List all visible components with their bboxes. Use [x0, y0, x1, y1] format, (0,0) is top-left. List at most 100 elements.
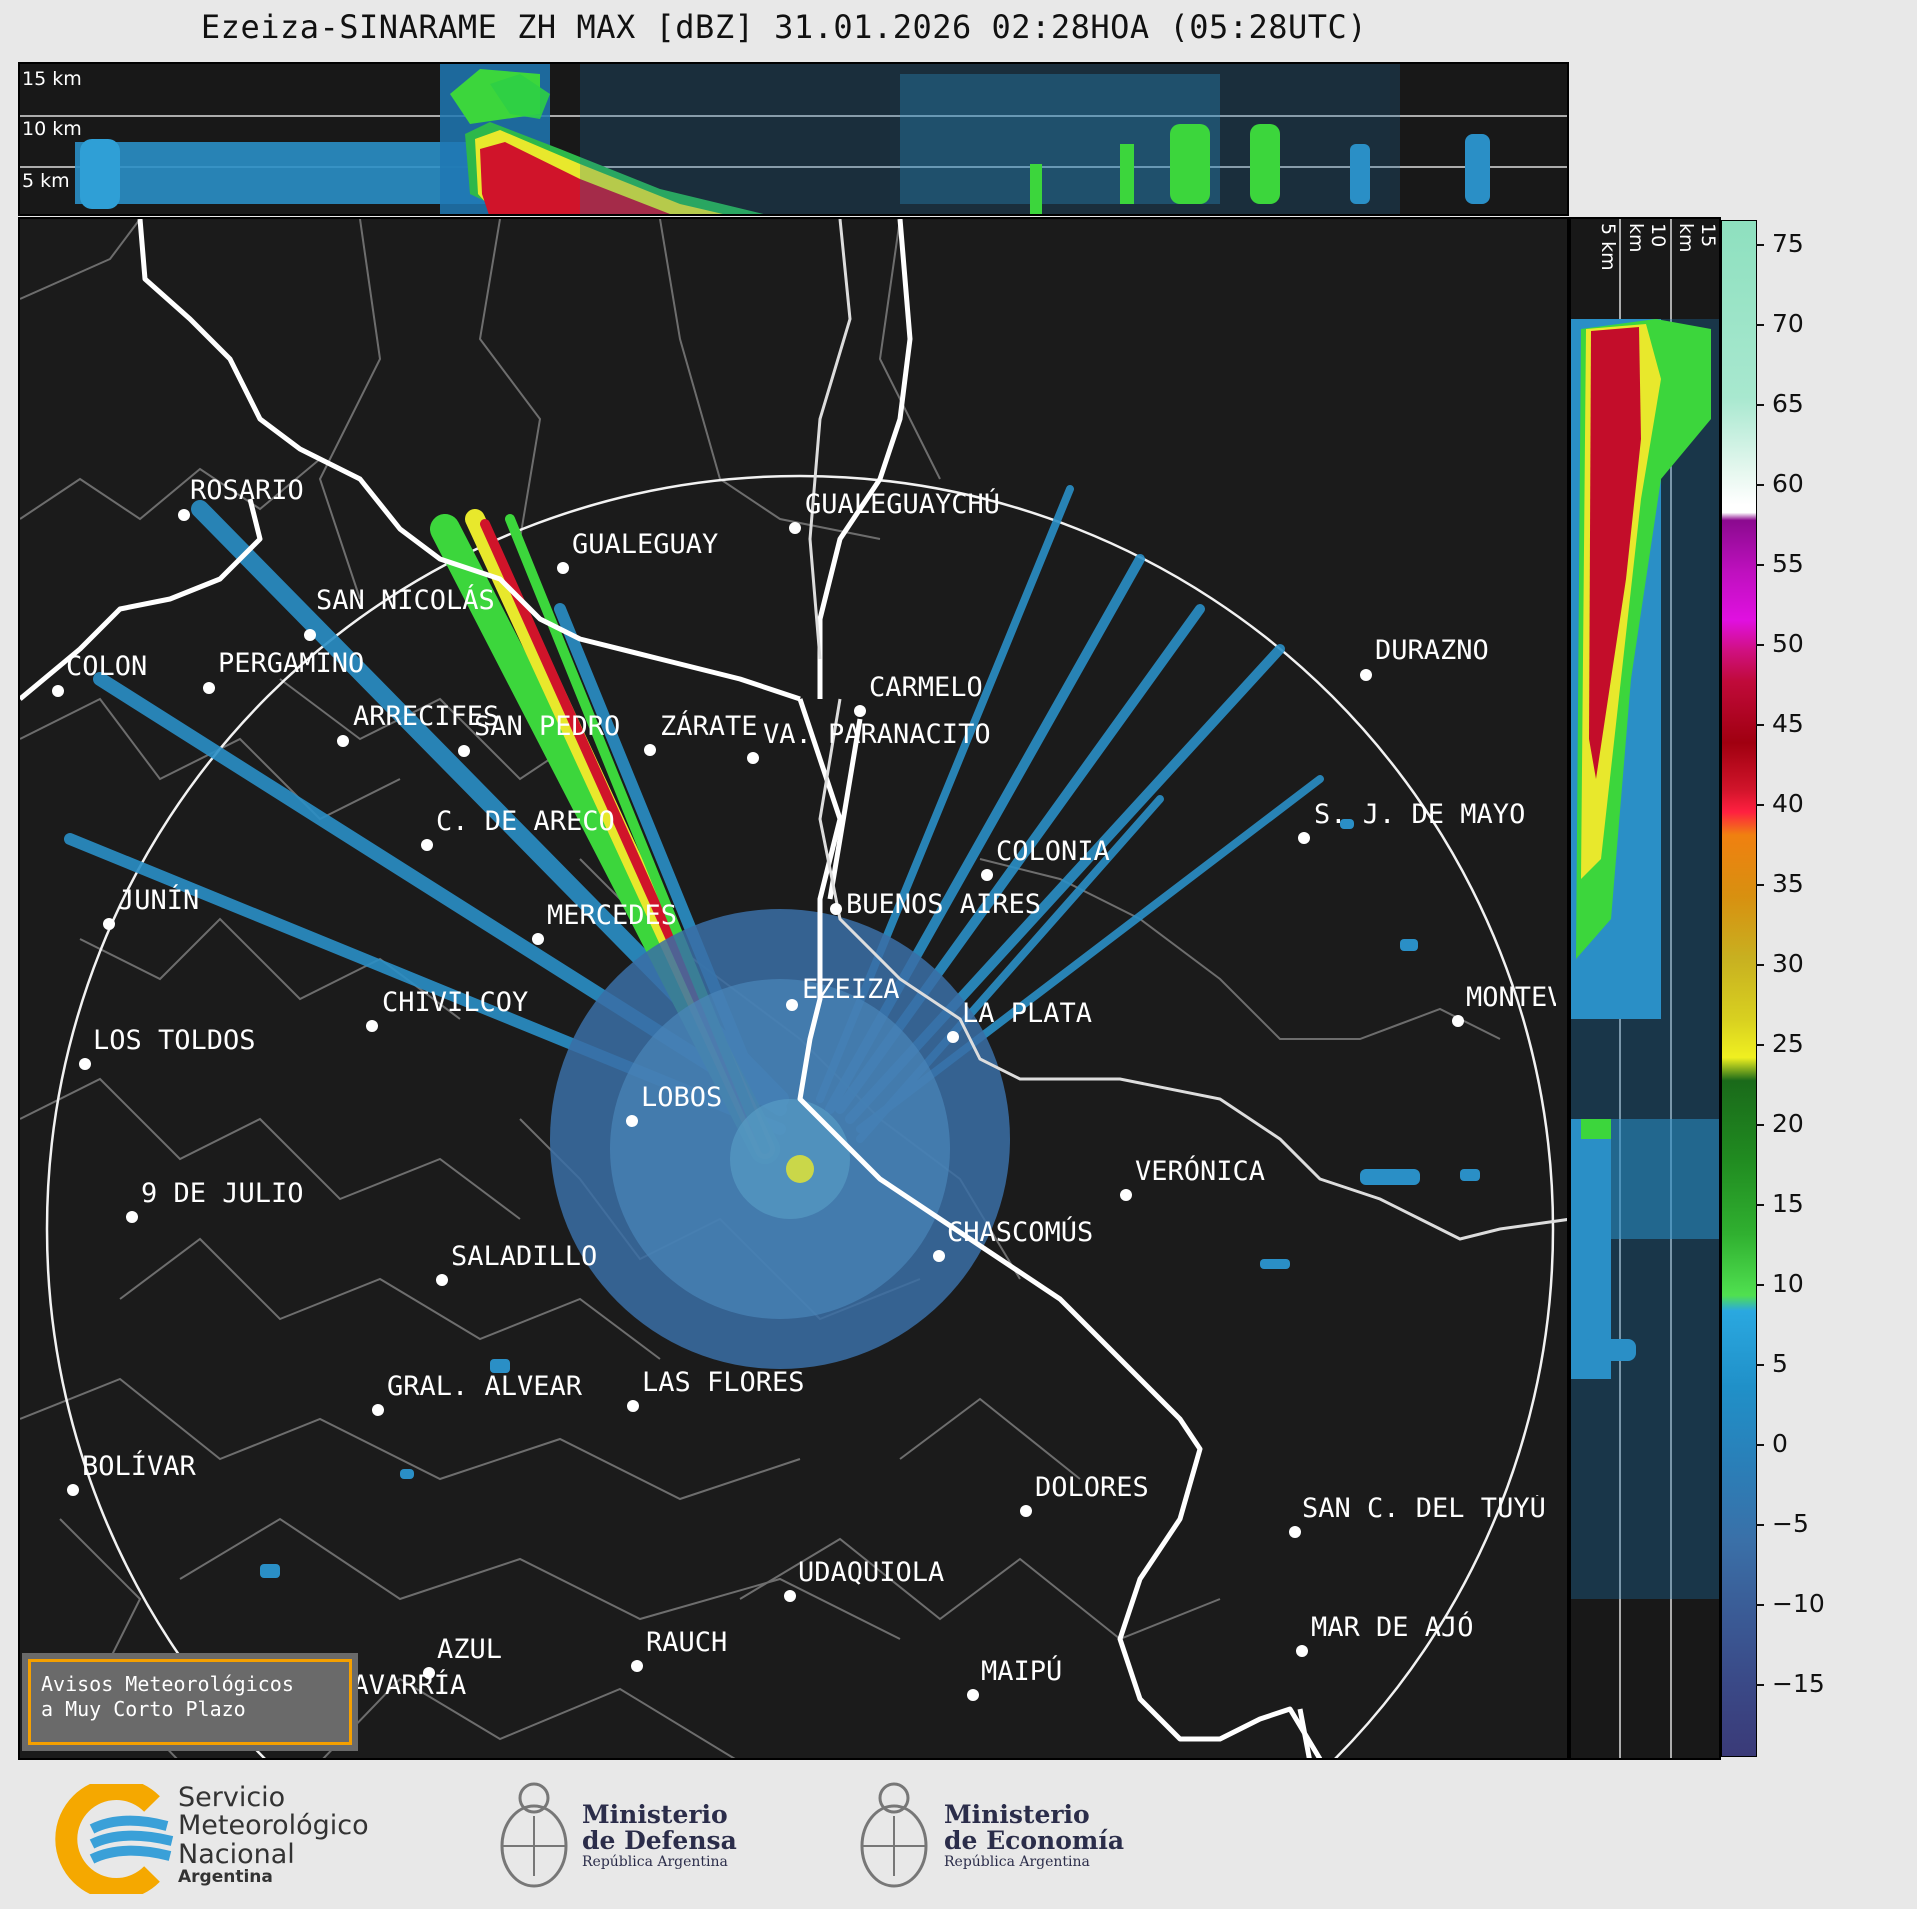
city-dot-saladillo	[436, 1274, 448, 1286]
city-label-c-de-areco: C. DE ARECO	[436, 806, 615, 837]
colorbar-tick-minus10: −10	[1756, 1591, 1825, 1616]
city-label-los-toldos: LOS TOLDOS	[93, 1025, 256, 1056]
top-height-profile: 15 km 10 km 5 km	[18, 62, 1569, 216]
side-height-5km: 5 km	[1597, 223, 1619, 271]
smn-logo-text: Servicio Meteorológico Nacional Argentin…	[178, 1782, 369, 1888]
radar-map[interactable]: ROSARIO GUALEGUAYCHÚ GUALEGUAY SAN NICOL…	[18, 217, 1569, 1760]
city-dot-arrecifes	[337, 735, 349, 747]
city-label-gral-alvear: GRAL. ALVEAR	[387, 1371, 583, 1402]
colorbar-tick-50: 50	[1756, 631, 1804, 656]
colorbar-tick-25: 25	[1756, 1031, 1804, 1056]
city-label-colon: COLON	[66, 651, 148, 682]
city-label-san-pedro: SAN PEDRO	[474, 711, 621, 742]
city-dot-c-de-areco	[421, 839, 433, 851]
city-label-chascomus: CHASCOMÚS	[947, 1217, 1094, 1248]
city-label-san-nicolas: SAN NICOLÁS	[316, 585, 495, 616]
footer-logos: Servicio Meteorológico Nacional Argentin…	[0, 1760, 1917, 1909]
city-dot-carmelo	[854, 705, 866, 717]
colorbar-tick-75: 75	[1756, 231, 1804, 256]
city-dot-rosario	[178, 509, 190, 521]
defensa-coat-of-arms-icon	[500, 1782, 568, 1888]
avisos-box: Avisos Meteorológicos a Muy Corto Plazo	[22, 1653, 358, 1751]
city-label-la-plata: LA PLATA	[962, 998, 1093, 1029]
city-dot-las-flores	[627, 1400, 639, 1412]
colorbar-tick-30: 30	[1756, 951, 1804, 976]
city-dot-colonia	[981, 869, 993, 881]
city-label-buenos-aires: BUENOS AIRES	[846, 889, 1042, 920]
side-height-10km: 10 km	[1625, 223, 1669, 253]
colorbar-tick-65: 65	[1756, 391, 1804, 416]
top-height-10km: 10 km	[22, 118, 82, 140]
city-label-pergamino: PERGAMINO	[218, 648, 365, 679]
economia-logo-text: Ministerio de Economía República Argenti…	[944, 1800, 1125, 1870]
radar-map-graphic	[20, 219, 1567, 1758]
city-dot-durazno	[1360, 669, 1372, 681]
city-label-chivilcoy: CHIVILCOY	[382, 987, 529, 1018]
city-dot-pergamino	[203, 682, 215, 694]
city-dot-chascomus	[933, 1250, 945, 1262]
colorbar-tick-20: 20	[1756, 1111, 1804, 1136]
city-label-zarate: ZÁRATE	[660, 711, 758, 742]
colorbar-tick-15: 15	[1756, 1191, 1804, 1216]
city-dot-bolivar	[67, 1484, 79, 1496]
city-label-va-paranacito: VA. PARANACITO	[763, 719, 991, 750]
avisos-line-1: Avisos Meteorológicos	[41, 1672, 294, 1696]
dbz-colorbar	[1721, 220, 1757, 1757]
city-dot-dolores	[1020, 1505, 1032, 1517]
city-dot-chivilcoy	[366, 1020, 378, 1032]
city-dot-san-pedro	[458, 745, 470, 757]
colorbar-tick-0: 0	[1756, 1431, 1788, 1456]
colorbar-tick-60: 60	[1756, 471, 1804, 496]
city-label-saladillo: SALADILLO	[451, 1241, 598, 1272]
city-dot-gualeguay	[557, 562, 569, 574]
city-dot-zarate	[644, 744, 656, 756]
city-dot-montevideo	[1452, 1015, 1464, 1027]
city-dot-colon	[52, 685, 64, 697]
colorbar-tick-45: 45	[1756, 711, 1804, 736]
side-height-profile: 5 km 10 km 15 km	[1569, 217, 1721, 1760]
colorbar-tick-70: 70	[1756, 311, 1804, 336]
map-title: Ezeiza-SINARAME ZH MAX [dBZ] 31.01.2026 …	[200, 8, 1368, 46]
colorbar-tick-5: 5	[1756, 1351, 1788, 1376]
city-label-bolivar: BOLÍVAR	[82, 1451, 196, 1482]
city-dot-udaquiola	[784, 1590, 796, 1602]
city-dot-gral-alvear	[372, 1404, 384, 1416]
city-dot-s-j-de-mayo	[1298, 832, 1310, 844]
city-dot-9-de-julio	[126, 1211, 138, 1223]
city-dot-junin	[103, 918, 115, 930]
city-dot-san-c-del-tuyu	[1289, 1526, 1301, 1538]
city-label-las-flores: LAS FLORES	[642, 1367, 805, 1398]
city-dot-mercedes	[532, 933, 544, 945]
city-label-ezeiza: EZEIZA	[802, 974, 900, 1005]
side-profile-graphic	[1571, 219, 1719, 1758]
city-label-mercedes: MERCEDES	[547, 900, 678, 931]
city-label-maipu: MAIPÚ	[981, 1656, 1063, 1687]
city-label-s-j-de-mayo: S. J. DE MAYO	[1314, 799, 1526, 830]
city-label-veronica: VERÓNICA	[1135, 1156, 1266, 1187]
city-label-colonia: COLONIA	[996, 836, 1110, 867]
city-dot-mar-de-ajo	[1296, 1645, 1308, 1657]
city-dot-gualeguaychu	[789, 522, 801, 534]
city-label-azul: AZUL	[437, 1634, 503, 1665]
city-dot-va-paranacito	[747, 752, 759, 764]
city-label-rauch: RAUCH	[646, 1627, 728, 1658]
city-label-durazno: DURAZNO	[1375, 635, 1489, 666]
city-label-gualeguaychu: GUALEGUAYCHÚ	[805, 489, 1001, 520]
colorbar-tick-minus5: −5	[1756, 1511, 1809, 1536]
city-label-mar-de-ajo: MAR DE AJÓ	[1311, 1612, 1474, 1643]
smn-logo-icon	[55, 1784, 174, 1894]
city-label-san-c-del-tuyu: SAN C. DEL TUYÚ	[1302, 1495, 1546, 1522]
economia-coat-of-arms-icon	[860, 1782, 928, 1888]
top-height-15km: 15 km	[22, 68, 82, 90]
colorbar-tick-40: 40	[1756, 791, 1804, 816]
city-dot-azul	[423, 1667, 435, 1679]
city-label-junin: JUNÍN	[118, 885, 200, 916]
avisos-line-2: a Muy Corto Plazo	[41, 1697, 246, 1721]
city-label-arrecifes: ARRECIFES	[353, 701, 500, 732]
side-height-15km: 15 km	[1675, 223, 1719, 253]
top-profile-graphic	[20, 64, 1567, 214]
city-dot-rauch	[631, 1660, 643, 1672]
city-label-montevideo: MONTEVIDEO	[1466, 984, 1556, 1011]
colorbar-tick-55: 55	[1756, 551, 1804, 576]
city-dot-ezeiza	[786, 999, 798, 1011]
